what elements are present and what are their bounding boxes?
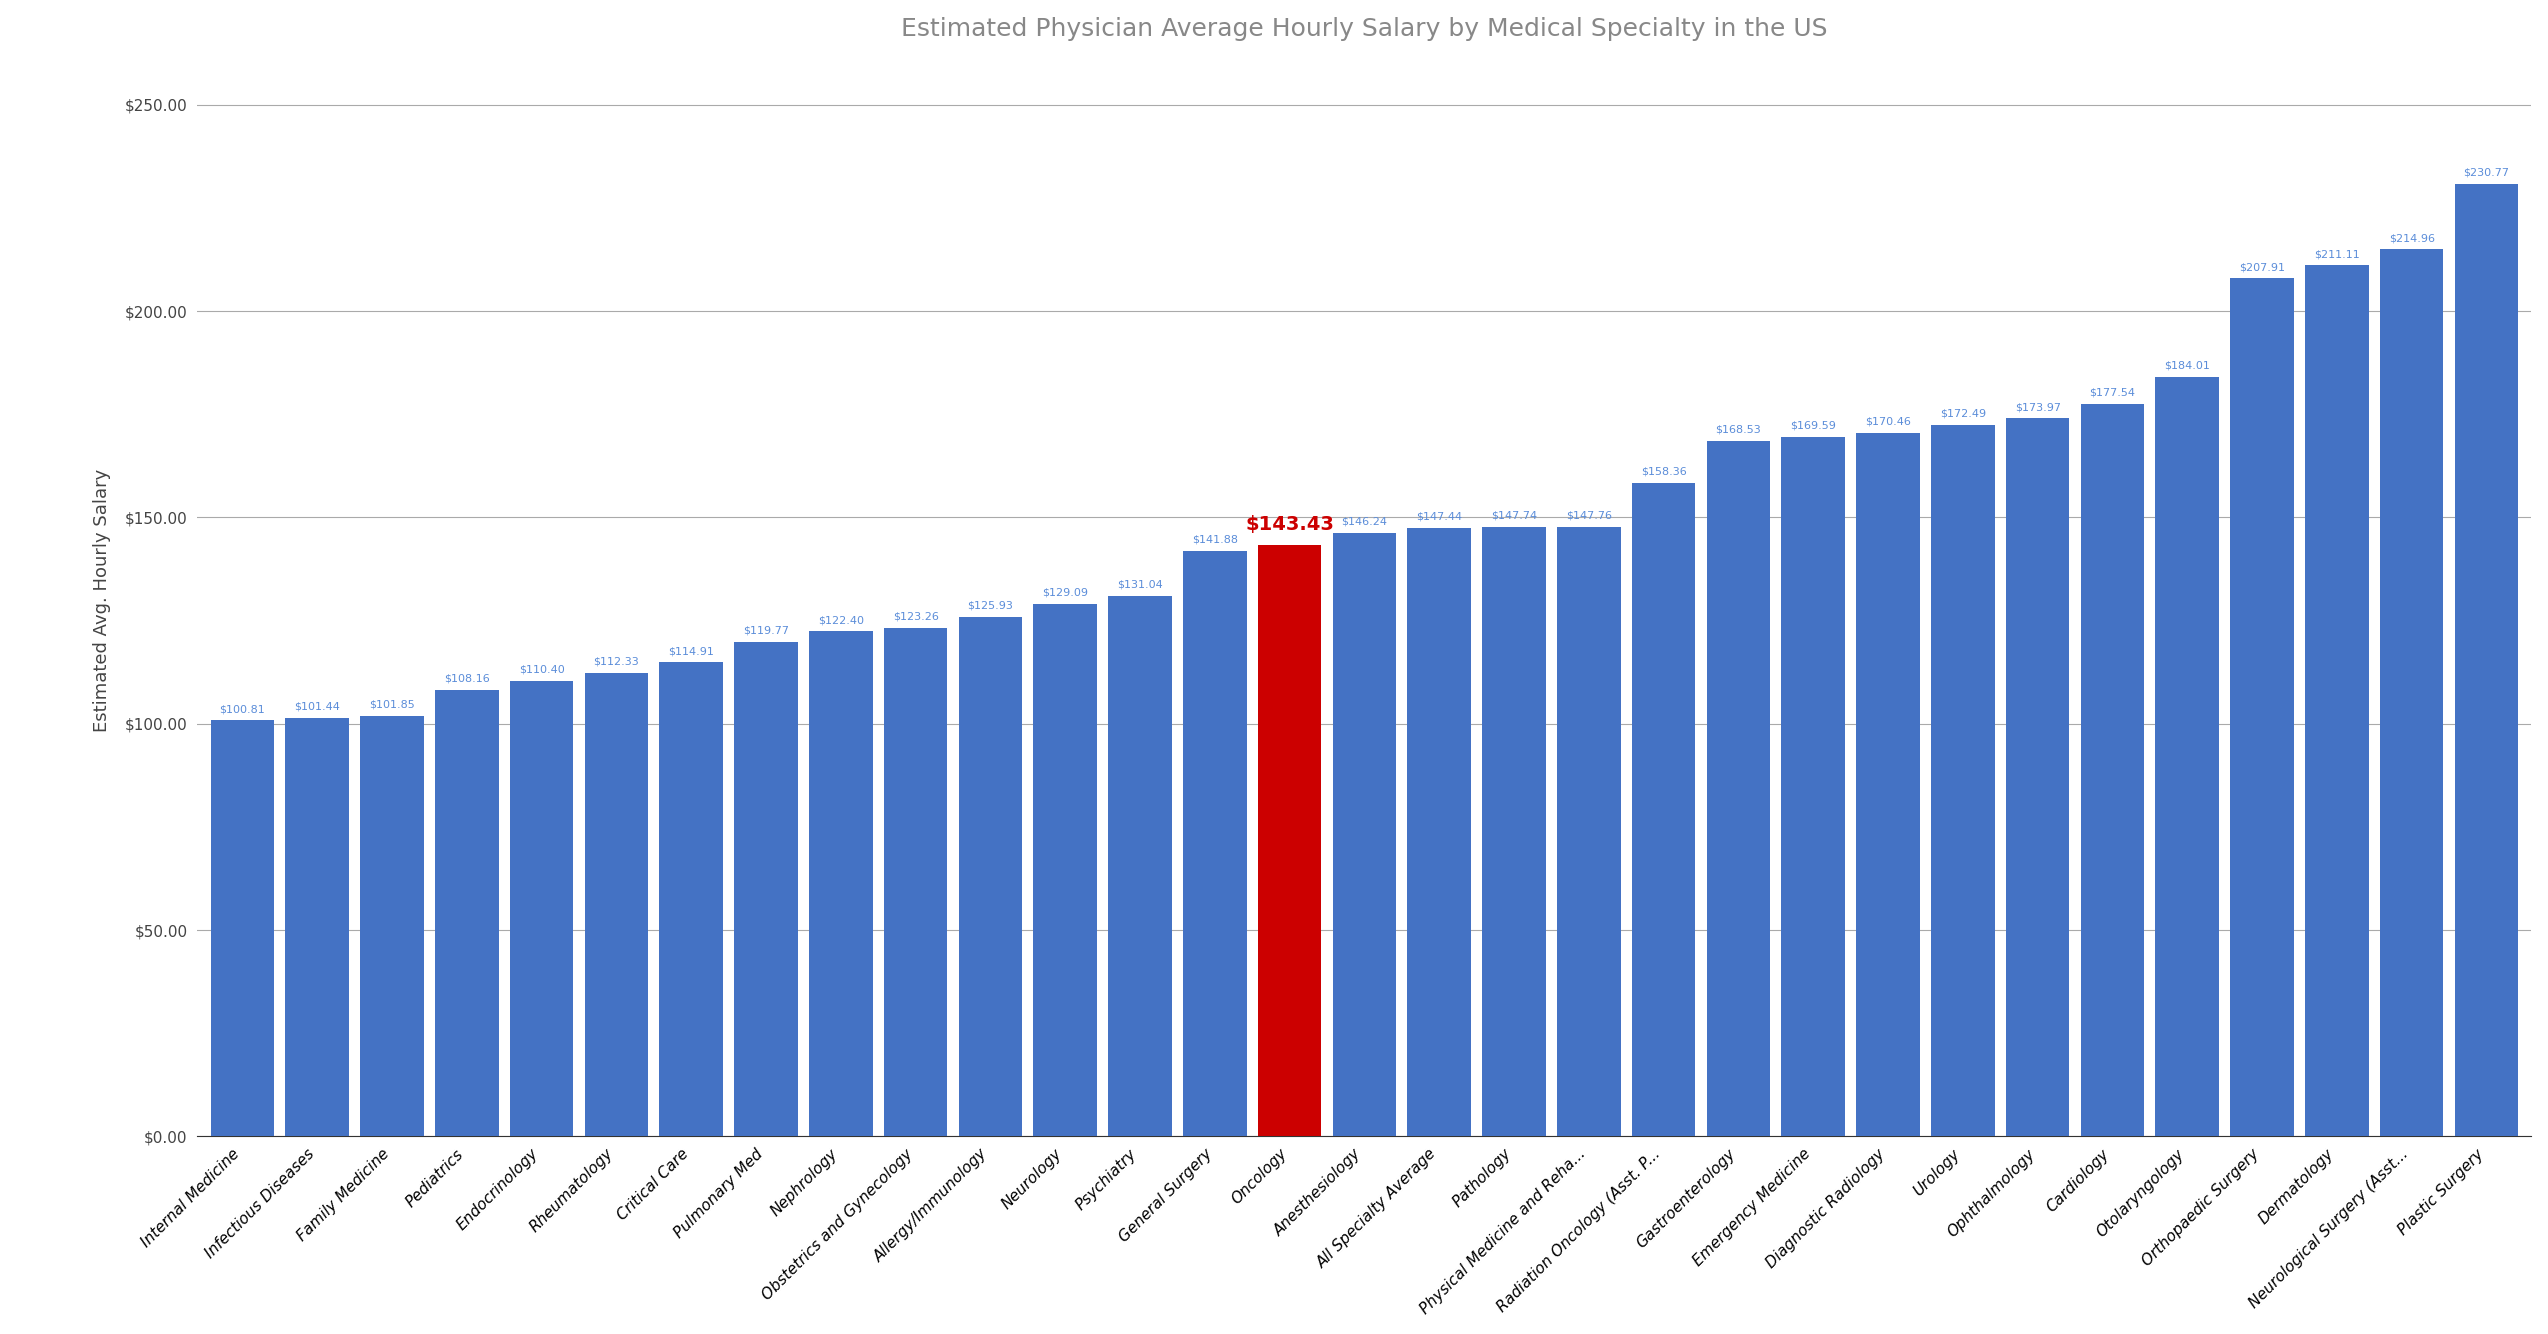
Bar (2156, 378, 2219, 1137)
Bar (1631, 483, 1694, 1137)
Bar (1483, 527, 1547, 1137)
Bar (583, 672, 647, 1137)
Bar (1333, 534, 1396, 1137)
Bar (1182, 551, 1246, 1137)
Text: $147.76: $147.76 (1567, 511, 1613, 520)
Bar (2230, 279, 2293, 1137)
Text: $122.40: $122.40 (818, 615, 864, 626)
Bar (808, 631, 871, 1137)
Text: $123.26: $123.26 (892, 611, 938, 622)
Text: $146.24: $146.24 (1340, 516, 1389, 527)
Bar (510, 680, 573, 1137)
Text: $184.01: $184.01 (2163, 362, 2209, 371)
Text: $168.53: $168.53 (1715, 424, 1761, 435)
Bar (1707, 442, 1771, 1137)
Text: $129.09: $129.09 (1042, 587, 1088, 598)
Bar (285, 718, 349, 1137)
Text: $172.49: $172.49 (1939, 408, 1985, 419)
Bar (660, 662, 724, 1137)
Text: $147.44: $147.44 (1417, 512, 1463, 522)
Bar (884, 628, 948, 1137)
Text: $141.88: $141.88 (1192, 535, 1238, 544)
Text: $110.40: $110.40 (520, 664, 566, 675)
Bar (2380, 249, 2444, 1137)
Bar (1406, 528, 1470, 1137)
Bar (211, 720, 275, 1137)
Text: $169.59: $169.59 (1791, 420, 1837, 431)
Text: $119.77: $119.77 (744, 626, 790, 636)
Text: $101.85: $101.85 (369, 700, 415, 710)
Text: $214.96: $214.96 (2387, 233, 2436, 243)
Text: $207.91: $207.91 (2240, 263, 2286, 272)
Text: $170.46: $170.46 (1865, 416, 1911, 427)
Text: $211.11: $211.11 (2314, 249, 2359, 259)
Text: $131.04: $131.04 (1116, 579, 1162, 590)
Bar (2005, 419, 2069, 1137)
Bar (1857, 434, 1919, 1137)
Bar (1108, 596, 1172, 1137)
Bar (1931, 424, 1995, 1137)
Text: $108.16: $108.16 (443, 674, 489, 684)
Bar (359, 716, 423, 1137)
Bar (1781, 436, 1845, 1137)
Text: $100.81: $100.81 (219, 704, 265, 714)
Bar (734, 642, 798, 1137)
Bar (1259, 544, 1322, 1137)
Text: $125.93: $125.93 (968, 600, 1014, 611)
Text: $114.91: $114.91 (668, 646, 713, 656)
Bar (1557, 527, 1621, 1137)
Bar (2306, 265, 2370, 1137)
Text: $177.54: $177.54 (2089, 388, 2135, 398)
Bar (1034, 604, 1098, 1137)
Y-axis label: Estimated Avg. Hourly Salary: Estimated Avg. Hourly Salary (94, 468, 112, 731)
Text: $112.33: $112.33 (594, 656, 640, 667)
Bar (958, 616, 1022, 1137)
Text: $230.77: $230.77 (2464, 168, 2510, 177)
Text: $147.74: $147.74 (1491, 511, 1536, 520)
Bar (436, 690, 499, 1137)
Bar (2082, 404, 2145, 1137)
Title: Estimated Physician Average Hourly Salary by Medical Specialty in the US: Estimated Physician Average Hourly Salar… (902, 16, 1827, 40)
Bar (2454, 184, 2517, 1137)
Text: $143.43: $143.43 (1246, 515, 1335, 534)
Text: $101.44: $101.44 (293, 702, 339, 711)
Text: $173.97: $173.97 (2015, 403, 2061, 412)
Text: $158.36: $158.36 (1641, 467, 1687, 476)
